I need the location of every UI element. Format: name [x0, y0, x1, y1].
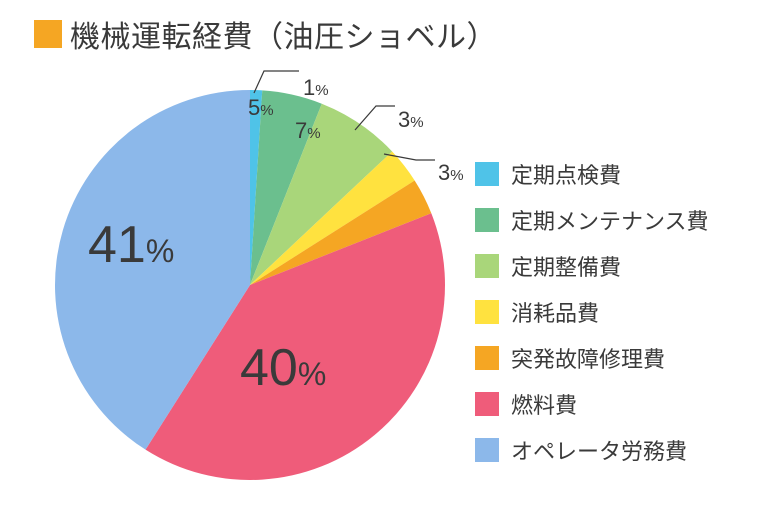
legend-item-shoumouhin: 消耗品費: [475, 296, 709, 328]
chart-title-row: 機械運転経費（油圧ショベル）: [34, 12, 497, 56]
pct-unit: %: [307, 125, 320, 142]
pct-label-nenryou: 40%: [240, 338, 326, 398]
legend-label: 定期メンテナンス費: [511, 204, 709, 236]
pct-number: 1: [303, 75, 315, 100]
pct-number: 3: [398, 107, 410, 132]
legend-label: 燃料費: [511, 388, 577, 420]
legend-label: 突発故障修理費: [511, 342, 665, 374]
legend-label: 定期整備費: [511, 250, 621, 282]
pct-label-shoumouhin: 3%: [398, 107, 424, 133]
legend-item-operator: オペレータ労務費: [475, 434, 709, 466]
legend-item-teiki_mainte: 定期メンテナンス費: [475, 204, 709, 236]
legend-swatch: [475, 162, 499, 186]
pct-number: 7: [295, 118, 307, 143]
pct-unit: %: [146, 233, 174, 269]
legend-swatch: [475, 438, 499, 462]
legend-swatch: [475, 346, 499, 370]
legend-swatch: [475, 300, 499, 324]
pct-unit: %: [450, 167, 463, 184]
pct-number: 40: [240, 339, 298, 397]
legend-swatch: [475, 254, 499, 278]
pct-label-operator: 41%: [88, 215, 174, 275]
chart-title: 機械運転経費（油圧ショベル）: [70, 12, 497, 56]
legend-item-toppatsu: 突発故障修理費: [475, 342, 709, 374]
pct-number: 3: [438, 160, 450, 185]
pct-unit: %: [410, 114, 423, 131]
legend-label: オペレータ労務費: [511, 434, 687, 466]
legend-item-teiki_tenken: 定期点検費: [475, 158, 709, 190]
legend: 定期点検費定期メンテナンス費定期整備費消耗品費突発故障修理費燃料費オペレータ労務…: [475, 158, 709, 466]
pct-label-teiki_seibi: 7%: [295, 118, 321, 144]
legend-item-teiki_seibi: 定期整備費: [475, 250, 709, 282]
legend-label: 定期点検費: [511, 158, 621, 190]
pct-unit: %: [315, 82, 328, 99]
legend-swatch: [475, 392, 499, 416]
title-square-marker: [34, 20, 62, 48]
pct-label-teiki_mainte: 5%: [248, 95, 274, 121]
pct-unit: %: [260, 102, 273, 119]
callout-line: [254, 71, 299, 93]
pct-label-teiki_tenken: 1%: [303, 75, 329, 101]
pct-number: 5: [248, 95, 260, 120]
legend-label: 消耗品費: [511, 296, 599, 328]
pie-chart: 1%5%7%3%3%40%41%: [40, 60, 460, 480]
legend-swatch: [475, 208, 499, 232]
pct-label-toppatsu: 3%: [438, 160, 464, 186]
pct-number: 41: [88, 216, 146, 274]
legend-item-nenryou: 燃料費: [475, 388, 709, 420]
pct-unit: %: [298, 356, 326, 392]
